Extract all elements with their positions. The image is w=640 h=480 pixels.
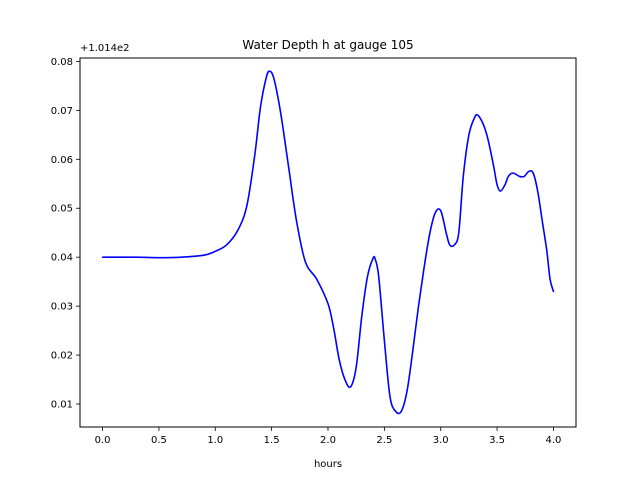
y-tick-label: 0.02 bbox=[51, 351, 73, 362]
y-tick-label: 0.06 bbox=[51, 155, 73, 166]
y-axis: 0.01 0.02 0.03 0.04 0.05 0.06 0.07 0.08 bbox=[51, 57, 80, 410]
chart-title: Water Depth h at gauge 105 bbox=[242, 38, 413, 52]
y-tick-label: 0.08 bbox=[51, 57, 73, 68]
x-tick-label: 1.0 bbox=[207, 435, 223, 446]
x-axis-label: hours bbox=[314, 459, 342, 470]
x-tick-label: 3.0 bbox=[433, 435, 449, 446]
x-tick-label: 2.0 bbox=[320, 435, 336, 446]
y-tick-label: 0.05 bbox=[51, 204, 73, 215]
series-line bbox=[101, 70, 555, 415]
y-tick-label: 0.01 bbox=[51, 399, 73, 410]
x-tick-label: 3.5 bbox=[489, 435, 505, 446]
y-offset-text: +1.014e2 bbox=[80, 43, 130, 54]
y-tick-label: 0.04 bbox=[51, 253, 73, 264]
x-tick-label: 0.0 bbox=[95, 435, 111, 446]
x-tick-label: 2.5 bbox=[376, 435, 392, 446]
y-tick-label: 0.07 bbox=[51, 106, 73, 117]
y-tick-label: 0.03 bbox=[51, 302, 73, 313]
x-tick-label: 0.5 bbox=[151, 435, 167, 446]
x-tick-label: 1.5 bbox=[264, 435, 280, 446]
x-axis: 0.0 0.5 1.0 1.5 2.0 2.5 3.0 3.5 4.0 bbox=[95, 427, 562, 446]
x-tick-label: 4.0 bbox=[546, 435, 562, 446]
plot-series bbox=[101, 70, 555, 415]
